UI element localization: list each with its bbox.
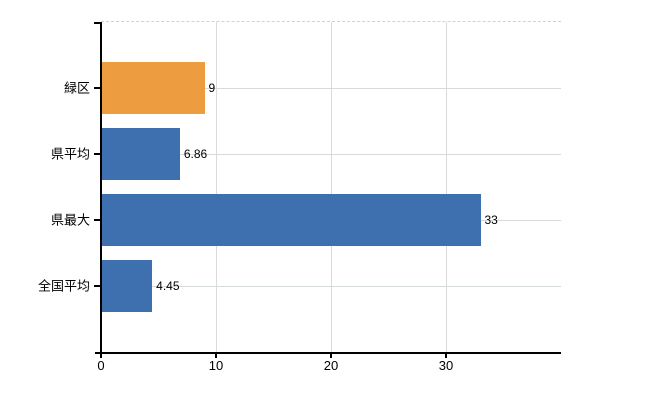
x-axis-tick	[100, 352, 102, 358]
v-gridline	[216, 22, 217, 352]
y-axis-tick	[94, 153, 101, 155]
x-axis-tick	[445, 352, 447, 358]
y-axis-line	[100, 22, 102, 352]
y-axis-tick	[94, 285, 101, 287]
v-gridline	[331, 22, 332, 352]
category-label: 全国平均	[37, 278, 90, 294]
x-tick-label: 30	[438, 358, 454, 373]
x-tick-label: 20	[323, 358, 339, 373]
category-label: 緑区	[63, 80, 90, 96]
y-axis-tick	[94, 219, 101, 221]
bar-value-label: 9	[208, 81, 216, 95]
bar-value-label: 33	[484, 213, 498, 227]
y-axis-top-tick	[94, 22, 101, 24]
h-gridline	[101, 286, 561, 287]
v-gridline	[446, 22, 447, 352]
bar-value-label: 6.86	[183, 147, 208, 161]
x-tick-label: 10	[208, 358, 224, 373]
x-axis-line	[95, 352, 561, 354]
h-gridline	[101, 88, 561, 89]
x-tick-label: 0	[97, 358, 105, 373]
x-axis-tick	[215, 352, 217, 358]
x-axis-tick	[330, 352, 332, 358]
bar	[101, 62, 205, 114]
h-gridline	[101, 154, 561, 155]
top-gridline	[101, 21, 561, 22]
y-axis-tick	[94, 87, 101, 89]
bar-value-label: 4.45	[156, 279, 180, 293]
category-label: 県平均	[50, 146, 90, 162]
category-label: 県最大	[50, 212, 90, 228]
bar	[101, 128, 180, 180]
bar	[101, 194, 481, 246]
bar	[101, 260, 153, 312]
plot-area: 9 6.86 33 4.45	[101, 21, 561, 352]
